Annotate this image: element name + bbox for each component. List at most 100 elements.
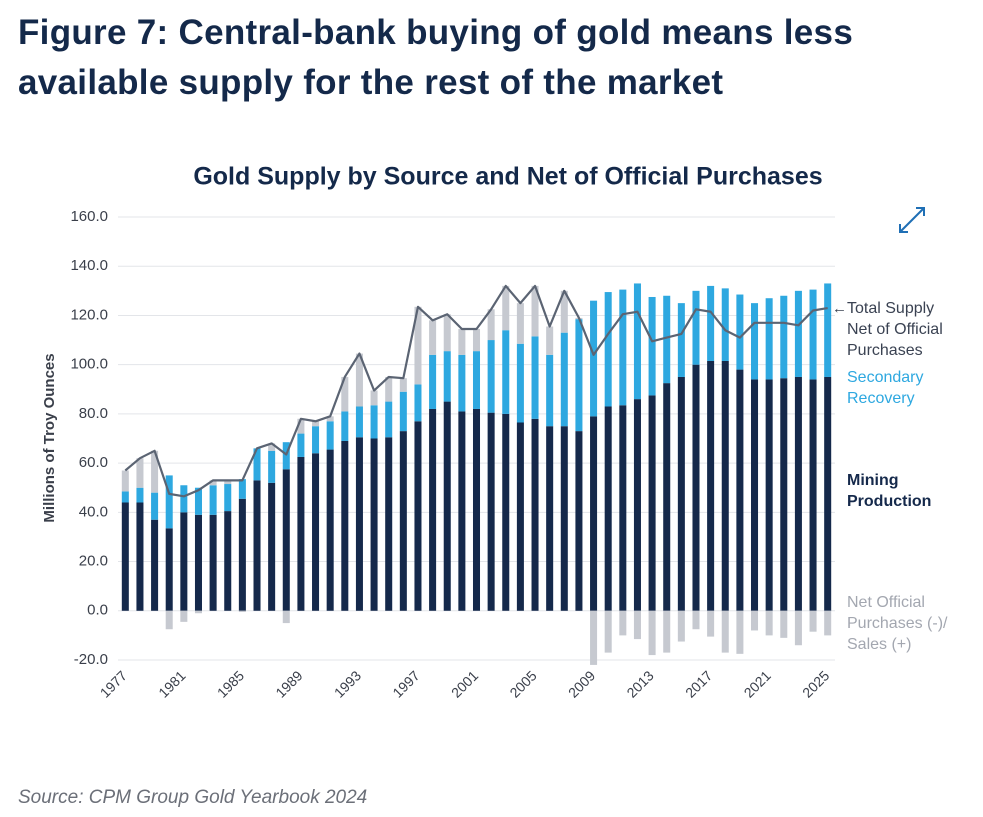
bar-segment [165,610,173,630]
bar-segment [590,610,598,665]
bar-segment [692,290,700,365]
bar-segment [502,330,510,414]
bar-segment [590,300,598,417]
bar-segment [443,401,451,611]
bar-segment [780,378,788,611]
bar-segment [604,406,612,611]
bar-segment [648,395,656,611]
x-tick-label: 2001 [448,667,481,700]
bar-segment [385,401,393,438]
bar-segment [560,426,568,611]
bar-segment [355,406,363,438]
bar-segment [546,426,554,611]
bar-segment [151,492,159,520]
bar-segment [487,412,495,611]
expand-icon-head[interactable] [916,207,925,216]
bar-segment [604,610,612,653]
legend-mining: Mining Production [847,472,932,510]
bar-segment [824,376,832,611]
bar-segment [575,431,583,611]
bar-segment [355,353,363,407]
bar-segment [736,294,744,370]
bar-segment [692,610,700,630]
bar-segment [472,408,481,611]
bar-segment [663,383,671,611]
y-tick-label: 120.0 [70,306,108,323]
legend-official: Net Official Purchases (-)/ Sales (+) [847,594,948,653]
y-tick-label: 80.0 [79,405,108,422]
bar-segment [165,475,173,529]
expand-icon-line[interactable] [899,207,925,233]
bar-segment [224,480,232,485]
bar-segment [180,610,188,622]
bar-segment [516,303,524,344]
bar-segment [824,610,832,636]
bar-segment [575,319,583,432]
page-title: Figure 7: Central-bank buying of gold me… [18,13,854,102]
bar-segment [765,298,773,380]
bar-segment [370,438,378,611]
bar-segment [151,519,159,611]
legend-secondary: Secondary Recovery [847,369,924,407]
x-tick-label: 2005 [506,667,539,700]
bar-segment [355,437,363,611]
bar-segment [765,610,773,636]
bar-segment [194,487,202,515]
bar-segment [458,411,466,611]
bar-segment [619,289,627,406]
bar-segment [326,449,334,611]
bar-segment [809,289,817,380]
bar-segment [268,450,276,483]
bar-segment [253,480,261,611]
x-tick-label: 1981 [155,667,188,700]
x-tick-label: 1997 [389,667,422,700]
bar-segment [385,376,393,402]
bar-segment [443,351,451,402]
bar-segment [312,421,320,427]
x-tick-label: 1977 [97,667,130,700]
bar-segment [238,610,246,613]
bar-segment [238,498,246,611]
bar-segment [385,437,393,611]
bar-segment [590,416,598,611]
bar-segment [516,343,524,423]
bar-segment [194,514,202,611]
bar-segment [268,482,276,611]
bar-segment [677,610,685,642]
bar-segment [151,450,159,493]
bar-segment [809,379,817,611]
bar-segment [238,479,246,499]
bar-segment [633,283,641,400]
bar-segment [370,405,378,439]
x-tick-label: 1985 [214,667,247,700]
expand-icon[interactable] [899,207,925,233]
total-line [124,284,828,498]
bar-segment [648,296,656,396]
expand-icon-tail[interactable] [899,224,908,233]
bar-segment [516,422,524,611]
bar-segment [721,610,729,653]
bar-segment [736,610,744,654]
bar-segment [809,610,817,632]
bar-segment [136,487,144,503]
bar-segment [268,443,276,451]
bar-segment [721,360,729,611]
bar-segment [326,416,334,422]
legend-arrow: ← [832,300,847,317]
bar-segment [531,285,539,337]
bar-segment [209,480,217,486]
bar-segment [209,514,217,611]
bar-segment [736,369,744,611]
bar-segment [429,408,437,611]
bar-segment [224,484,232,512]
x-tick-label: 1993 [331,667,364,700]
bar-segment [443,314,451,352]
chart-title: Gold Supply by Source and Net of Officia… [193,163,822,191]
x-tick-label: 2021 [741,667,774,700]
bar-segment [633,610,641,640]
bar-segment [414,306,422,385]
bar-segment [253,448,261,481]
bar-segment [282,610,290,624]
bar-segment [458,328,466,355]
